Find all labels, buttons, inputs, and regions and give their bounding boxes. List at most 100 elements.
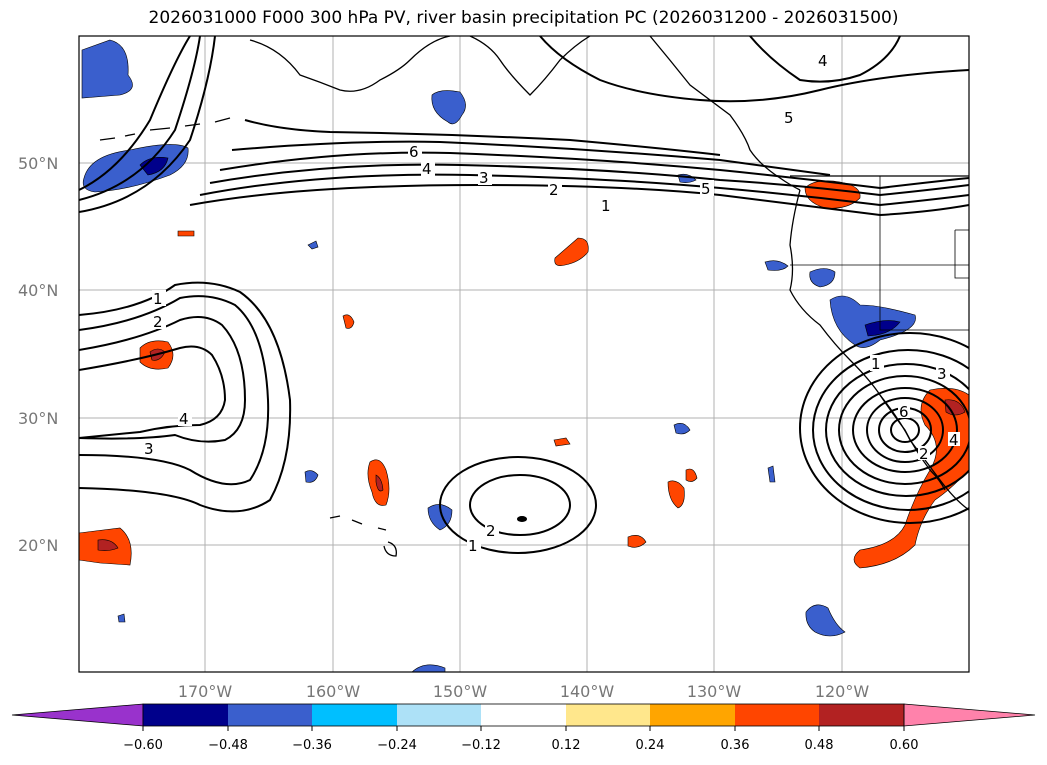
pv-contour-ak-2 — [749, 36, 901, 83]
lat-label-50n: 50°N — [18, 154, 58, 173]
coast-aleutians — [99, 117, 231, 141]
colorbar-segment-7 — [650, 704, 735, 726]
contour-label-3-cutoff: 3 — [144, 440, 154, 458]
precip-blob-bottom — [411, 664, 446, 672]
lat-label-20n: 20°N — [18, 536, 58, 555]
colorbar-outline — [142, 703, 905, 727]
coast-alaska-panhandle — [649, 36, 801, 191]
lon-label-170w: 170°W — [178, 682, 233, 701]
contour-label-1-sw: 1 — [871, 355, 881, 373]
lat-label-30n: 30°N — [18, 409, 58, 428]
coast-hawaii — [329, 515, 397, 557]
colorbar-ticks — [142, 726, 905, 731]
pv-contour-3 — [79, 36, 216, 213]
colorbar-tick-label-9: 0.48 — [805, 738, 834, 753]
colorbar-extend-max — [903, 703, 1036, 727]
precip-blob-aleutian-west — [82, 144, 189, 193]
precip-blob-oregon — [809, 268, 836, 288]
colorbar-segment-5 — [481, 704, 566, 726]
precip-blob-small-3 — [767, 465, 776, 483]
pv-contour-cutoff-2 — [79, 295, 270, 486]
precip-blob-small-2 — [304, 470, 319, 483]
colorbar-tick-label-5: −0.12 — [461, 738, 501, 753]
lon-label-160w: 160°W — [306, 682, 361, 701]
precip-blob-mexico-south — [805, 604, 846, 637]
colorbar-segment-3 — [312, 704, 397, 726]
pv-contour-1 — [79, 36, 191, 191]
contour-label-1-low: 1 — [468, 537, 478, 555]
colorbar-tick-label-2: −0.48 — [208, 738, 248, 753]
contour-label-5-ak: 5 — [784, 109, 794, 127]
colorbar-segment-9 — [819, 704, 904, 726]
colorbar-tick-label-8: 0.36 — [721, 738, 750, 753]
lon-label-140w: 140°W — [560, 682, 615, 701]
precip-core-157w — [375, 474, 384, 492]
coast-west-us — [789, 189, 969, 511]
map-title: 2026031000 F000 300 hPa PV, river basin … — [148, 8, 899, 28]
colorbar-segment-8 — [735, 704, 819, 726]
contour-label-4: 4 — [422, 160, 432, 178]
colorbar: −0.60 −0.48 −0.36 −0.24 −0.12 0.12 0.24 … — [11, 703, 1036, 753]
pv-contour-low-core — [517, 516, 527, 522]
contour-label-6-sw: 6 — [899, 403, 909, 421]
precip-core-california — [864, 320, 901, 337]
pv-contour-cutoff-1 — [79, 281, 292, 513]
precip-blob-134w — [667, 480, 685, 509]
precip-core-sw-corner — [97, 539, 119, 551]
colorbar-tick-label-10: 0.60 — [890, 738, 919, 753]
precip-blob-small-1 — [673, 423, 691, 435]
contour-label-1-cutoff: 1 — [153, 290, 163, 308]
contour-label-3: 3 — [479, 169, 489, 187]
contour-label-2: 2 — [549, 181, 559, 199]
contour-label-6: 6 — [409, 143, 419, 161]
colorbar-segment-2 — [228, 704, 312, 726]
pv-contour-jet-5 — [231, 140, 831, 176]
contour-label-3-sw: 3 — [937, 365, 947, 383]
lon-label-130w: 130°W — [687, 682, 742, 701]
contour-label-1: 1 — [601, 197, 611, 215]
colorbar-tick-label-3: −0.36 — [292, 738, 332, 753]
pv-contour-jet-3 — [209, 163, 969, 197]
precip-core-aleutian-west — [139, 157, 169, 176]
precip-blob-small-6 — [117, 613, 126, 623]
precip-blob-gulf — [431, 90, 466, 125]
pv-contour-low-2 — [469, 474, 571, 536]
precip-blob-small-5 — [307, 240, 319, 250]
colorbar-segment-1 — [143, 704, 228, 726]
colorbar-extend-min — [11, 703, 144, 727]
coast-alaska-south — [469, 36, 591, 96]
pv-contour-cutoff-3 — [79, 315, 247, 443]
lon-label-120w: 120°W — [815, 682, 870, 701]
pv-contour-low-1 — [439, 456, 597, 554]
contour-label-2-cutoff: 2 — [153, 313, 163, 331]
contour-label-4-cutoff: 4 — [179, 410, 189, 428]
precip-blob-142w — [554, 237, 589, 266]
pv-contour-labels: 6 4 3 2 1 5 5 4 1 2 4 3 1 2 1 3 6 2 4 — [143, 52, 960, 555]
coastlines — [99, 36, 969, 557]
pv-contours — [79, 36, 969, 554]
colorbar-segment-6 — [566, 704, 650, 726]
colorbar-segment-4 — [397, 704, 481, 726]
lon-label-150w: 150°W — [433, 682, 488, 701]
contour-label-2-low: 2 — [486, 522, 496, 540]
contour-label-4-ak: 4 — [818, 52, 828, 70]
precip-blob-small-pos — [553, 437, 571, 447]
colorbar-tick-label-6: 0.12 — [552, 738, 581, 753]
pv-contour-jet-4 — [219, 151, 969, 190]
precip-blob-wa-coast — [764, 260, 789, 271]
contour-label-4-sw: 4 — [949, 431, 959, 449]
precip-blob-133w — [685, 468, 698, 482]
precip-core-baja — [944, 399, 966, 416]
pv-contour-cutoff-4 — [79, 345, 227, 439]
map-area[interactable] — [79, 36, 969, 672]
precip-blob-137w — [627, 535, 647, 548]
pv-contour-jet-6 — [244, 119, 721, 156]
latitude-labels: 50°N 40°N 30°N 20°N — [18, 154, 58, 555]
border-states-4 — [954, 229, 969, 279]
map-frame — [78, 35, 970, 673]
colorbar-tick-label-4: −0.24 — [377, 738, 417, 753]
colorbar-tick-label-7: 0.24 — [636, 738, 665, 753]
precip-blob-nw-corner — [81, 39, 133, 99]
pv-contour-ak-1 — [539, 36, 969, 103]
precip-blob-159w — [342, 314, 355, 329]
